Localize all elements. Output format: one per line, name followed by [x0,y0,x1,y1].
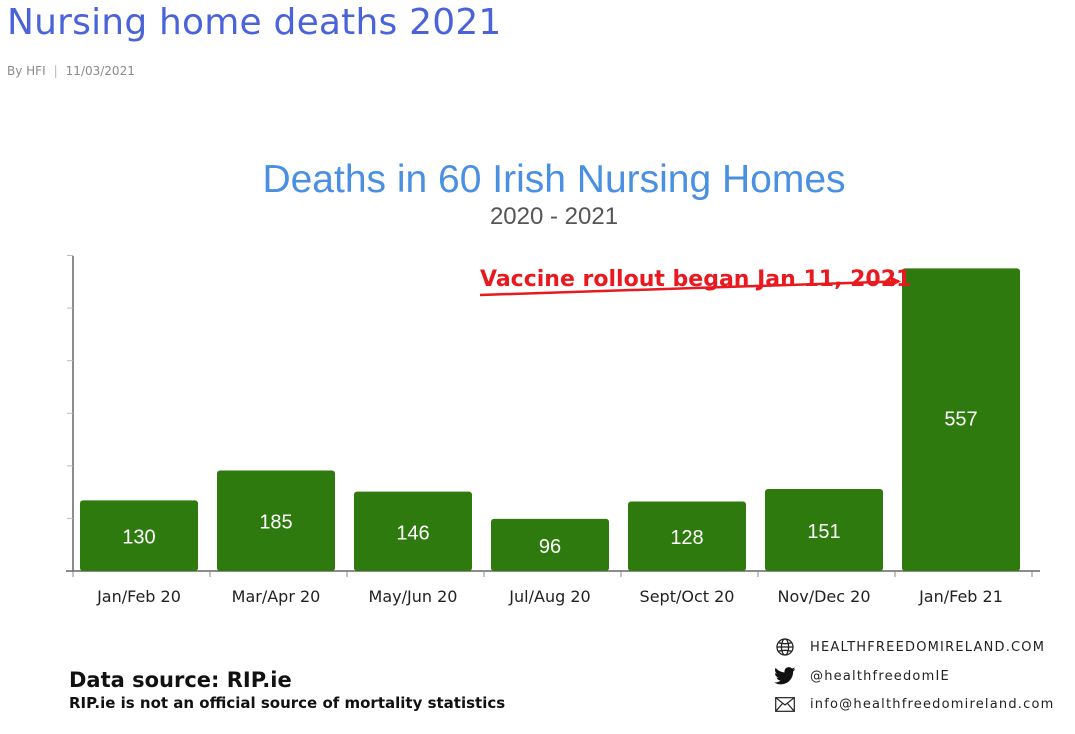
chart-title: Deaths in 60 Irish Nursing Homes [262,158,846,201]
bar [491,518,609,571]
x-tick-label: Jan/Feb 20 [96,587,181,606]
x-tick-label: Jul/Aug 20 [508,587,590,606]
bar-value-label: 96 [539,536,561,558]
bar-value-label: 557 [944,409,977,431]
post-meta: By HFI | 11/03/2021 [7,64,135,78]
bar-value-label: 151 [807,521,840,543]
bar-value-label: 130 [122,527,155,549]
contact-website[interactable]: HEALTHFREEDOMIRELAND.COM [774,637,1045,657]
bar-value-label: 185 [259,512,292,534]
contact-email[interactable]: info@healthfreedomireland.com [774,694,1054,714]
chart-subtitle: 2020 - 2021 [489,203,619,230]
annotation-arrow [479,276,901,297]
globe-icon [774,637,796,657]
data-source-title: Data source: RIP.ie [69,668,292,692]
page-title: Nursing home deaths 2021 [7,2,502,43]
bar [902,268,1020,571]
twitter-handle: @healthfreedomIE [810,668,950,684]
contact-twitter[interactable]: @healthfreedomIE [774,666,950,686]
bar [354,491,472,571]
bar-group: 130 185 146 96 128 151 557 [80,268,1020,571]
website-text: HEALTHFREEDOMIRELAND.COM [810,639,1046,655]
mail-icon [774,694,796,714]
bar [628,501,746,571]
x-tick-label: Sept/Oct 20 [640,587,735,606]
x-tick-label: Mar/Apr 20 [232,587,321,606]
bar [217,470,335,571]
email-text: info@healthfreedomireland.com [810,696,1055,712]
data-source-note: RIP.ie is not an official source of mort… [69,694,506,712]
twitter-icon [774,666,796,686]
x-tick-label: Jan/Feb 21 [918,587,1003,606]
meta-separator: | [53,64,58,78]
post-date: 11/03/2021 [65,64,135,78]
bar-value-label: 128 [670,527,703,549]
bar [80,500,198,571]
bar-value-label: 146 [396,522,429,544]
author-link[interactable]: By HFI [7,64,46,78]
annotation-layer: Vaccine rollout began Jan 11, 2021 [479,267,911,297]
x-tick-label: May/Jun 20 [369,587,458,606]
x-tick-label: Nov/Dec 20 [777,587,870,606]
bar [765,488,883,571]
